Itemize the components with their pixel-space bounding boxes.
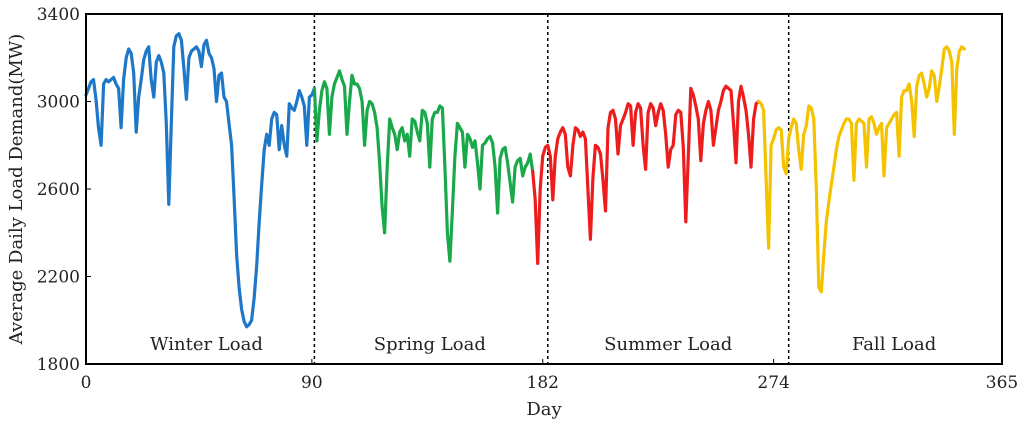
season-label: Winter Load <box>150 334 263 355</box>
season-label: Summer Load <box>604 334 732 355</box>
x-tick-label: 365 <box>986 373 1018 393</box>
y-tick-label: 3400 <box>37 5 80 25</box>
y-tick-label: 2600 <box>37 180 80 200</box>
season-label: Fall Load <box>852 334 936 355</box>
season-dividers <box>313 14 790 364</box>
x-axis-title: Day <box>526 399 562 420</box>
y-tick-label: 1800 <box>37 355 80 375</box>
y-axis-title: Average Daily Load Demand(MW) <box>6 34 27 346</box>
x-tick-label: 182 <box>527 373 559 393</box>
season-labels: Winter Load Spring Load Summer Load Fall Lo… <box>150 334 936 355</box>
y-tick-label: 3000 <box>37 93 80 113</box>
series-line-1 <box>84 32 316 329</box>
y-axis-ticks: 1800 2200 2600 3000 3400 <box>37 5 91 375</box>
season-label: Spring Load <box>374 334 486 355</box>
x-tick-label: 274 <box>757 373 789 393</box>
y-tick-label: 2200 <box>37 268 80 288</box>
series-group <box>84 32 967 329</box>
plot-frame <box>85 13 1003 365</box>
x-tick-label: 0 <box>81 373 92 393</box>
series-line-2 <box>312 69 535 263</box>
series-line-3 <box>531 84 761 265</box>
series-line-4 <box>756 45 967 294</box>
x-tick-label: 90 <box>301 373 323 393</box>
x-axis-ticks: 0 90 182 274 365 <box>81 359 1018 393</box>
